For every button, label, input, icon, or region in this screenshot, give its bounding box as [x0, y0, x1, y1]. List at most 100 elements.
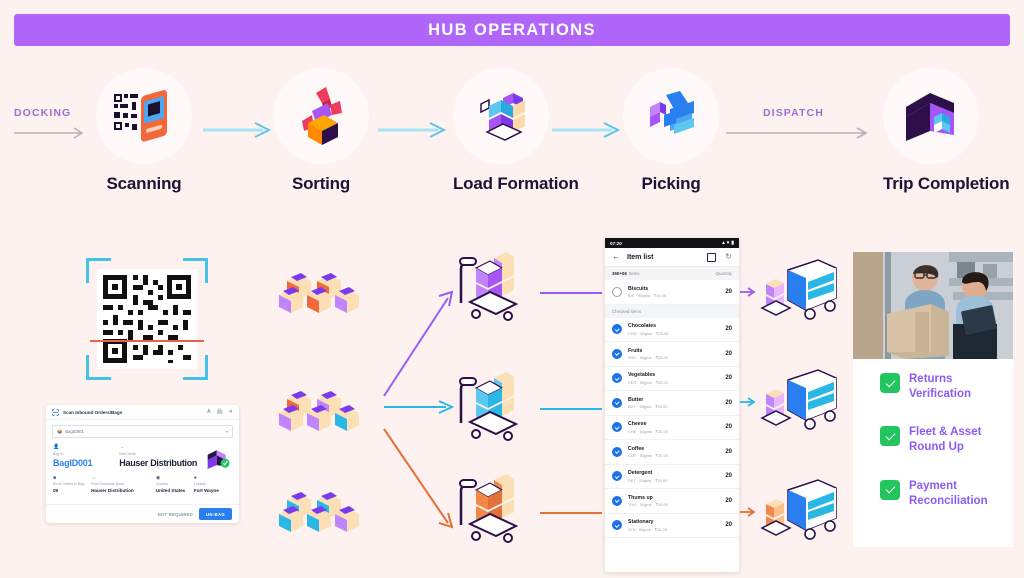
item-checkbox[interactable] — [612, 471, 622, 482]
list-item[interactable]: Thums up THU · 50gms · ₹20.00 20 — [605, 489, 739, 514]
country-field: ◉ Country United States — [155, 475, 194, 493]
select-all-checkbox-icon[interactable] — [707, 252, 717, 262]
list-item[interactable]: Stationary STA · 50gms · ₹20.00 20 — [605, 514, 739, 538]
back-arrow-icon[interactable]: ← — [612, 252, 620, 261]
item-quantity: 20 — [725, 350, 732, 357]
item-name: Vegetables — [628, 372, 656, 378]
connector-cyan — [540, 408, 602, 410]
step-scanning[interactable]: Scanning — [96, 68, 192, 194]
list-item[interactable]: Detergent DET · 50gms · ₹20.00 20 — [605, 465, 739, 489]
step-scanning-label: Scanning — [106, 174, 182, 193]
item-checkbox[interactable] — [612, 373, 622, 384]
truck-arrow-purple-icon — [740, 287, 756, 297]
list-item[interactable]: Fruits FRU · 50gms · ₹20.00 20 — [605, 342, 739, 367]
item-name: Thums up — [628, 494, 653, 501]
list-item[interactable]: Chocolates CHO · 50gms · ₹20.00 20 — [605, 318, 739, 342]
scan-card-header-actions[interactable]: A 🖨 ✕ — [207, 409, 233, 415]
country-value: United States — [155, 488, 186, 493]
item-checkbox[interactable] — [612, 324, 622, 335]
item-quantity: 20 — [725, 448, 732, 455]
item-checkbox[interactable] — [612, 446, 622, 457]
connector-purple — [540, 292, 602, 294]
box-cluster-top — [279, 273, 359, 313]
item-checkbox[interactable] — [612, 495, 622, 506]
close-icon[interactable]: ✕ — [228, 409, 233, 415]
orders-in-bag-field: ■ No of Orders in Bag 09 — [53, 475, 91, 493]
qr-bracket-bottom-right — [183, 355, 208, 380]
checked-items-list: Chocolates CHO · 50gms · ₹20.00 20 Fruits FR… — [605, 318, 739, 538]
bag-id-search-input[interactable]: 📦 BagID001 ▾ — [52, 425, 233, 438]
scan-card-body: 👤 Bag ID BagID001 → Next Node Hauser Dis… — [46, 438, 239, 494]
item-checkbox[interactable] — [612, 397, 622, 408]
clear-icon[interactable]: ▾ — [225, 429, 228, 434]
step-picking[interactable]: Picking — [623, 68, 719, 194]
step-load-formation-label: Load Formation — [453, 174, 579, 193]
verification-item: Payment Reconciliation — [853, 479, 1013, 532]
item-info: Stationary STA · 50gms · ₹20.00 — [628, 519, 719, 532]
scan-inbound-card[interactable]: Scan Inbound Orders/Bags A 🖨 ✕ 📦 BagID00… — [46, 405, 239, 523]
wifi-icon: ▾ — [726, 240, 730, 246]
item-checkbox[interactable] — [612, 520, 622, 531]
item-info: Thums up THU · 50gms · ₹20.00 — [628, 495, 719, 508]
status-indicators: ▴ ▾ ▮ — [722, 240, 734, 246]
qr-bracket-bottom-left — [86, 355, 111, 380]
bag-id-search-value: BagID001 — [65, 429, 84, 434]
item-checkbox[interactable] — [612, 348, 622, 359]
refresh-icon[interactable]: ↻ — [725, 252, 732, 261]
step-trip-completion[interactable]: Trip Completion — [883, 68, 1010, 194]
truck-loading-bottom — [760, 479, 837, 540]
checked-items-section-header: Checked items — [605, 304, 739, 318]
item-name: Detergent — [628, 470, 653, 476]
node-icon: → — [91, 474, 97, 481]
scan-card-header: Scan Inbound Orders/Bags A 🖨 ✕ — [46, 405, 239, 420]
item-name: Coffee — [628, 445, 645, 452]
item-quantity: 20 — [725, 288, 732, 295]
verification-item: Fleet & Asset Round Up — [853, 425, 1013, 478]
step-sorting[interactable]: Sorting — [273, 68, 369, 194]
item-checkbox[interactable] — [612, 286, 622, 297]
qr-scan-frame — [86, 258, 208, 380]
list-item[interactable]: Biscuits BIS · 50gms · ₹10.00 20 — [605, 280, 739, 305]
item-info: Vegetables VEG · 50gms · ₹20.00 — [628, 372, 719, 385]
trolley-purple — [459, 252, 519, 321]
item-meta: STA · 50gms · ₹20.00 — [628, 527, 667, 532]
warehouse-workers-photo — [853, 252, 1013, 359]
scan-card-title: Scan Inbound Orders/Bags — [63, 409, 123, 415]
item-name: Cheese — [628, 421, 647, 427]
printer-icon[interactable]: 🖨 — [216, 409, 223, 415]
item-meta: BUT · 50gms · ₹20.00 — [628, 405, 668, 409]
locality-caption: Locality — [193, 482, 206, 486]
font-size-icon[interactable]: A — [207, 409, 211, 415]
app-bar-actions[interactable]: ↻ — [707, 252, 732, 262]
bag-id-icon: 👤 — [53, 444, 60, 450]
list-item[interactable]: Butter BUT · 50gms · ₹20.00 20 — [605, 391, 739, 416]
items-label: Items — [628, 271, 640, 276]
truck-loading-top — [760, 259, 837, 320]
list-item[interactable]: Coffee COF · 50gms · ₹20.00 20 — [605, 440, 739, 465]
box-cluster-middle — [279, 391, 359, 431]
qr-bracket-top-right — [183, 258, 208, 283]
truck-arrow-cyan-icon — [740, 397, 756, 407]
step-load-formation-bubble — [453, 68, 549, 164]
item-checkbox[interactable] — [612, 422, 622, 433]
item-quantity: 20 — [725, 473, 732, 480]
list-item[interactable]: Vegetables VEG · 50gms · ₹20.00 20 — [605, 367, 739, 391]
item-list-phone[interactable]: 07:20 ▴ ▾ ▮ ← Item list ↻ 360+06 Items Q… — [605, 238, 739, 572]
item-info: Detergent DET · 50gms · ₹20.00 — [628, 470, 719, 483]
unbag-button[interactable]: UN-BAG — [199, 508, 232, 520]
item-info: Butter BUT · 50gms · ₹20.00 — [628, 397, 719, 410]
qr-code-icon — [97, 269, 197, 369]
item-info: Chocolates CHO · 50gms · ₹20.00 — [628, 323, 719, 336]
docking-arrow-icon — [14, 127, 84, 139]
branch-arrow-up-icon — [383, 290, 454, 397]
bag-icon: 📦 — [57, 428, 63, 434]
scan-card-detail-row: ■ No of Orders in Bag 09 → Final Custome… — [53, 474, 232, 493]
scan-card-primary-row: 👤 Bag ID BagID001 → Next Node Hauser Dis… — [53, 445, 232, 468]
item-meta: FRU · 50gms · ₹20.00 — [628, 356, 668, 360]
list-item[interactable]: Cheese CHE · 50gms · ₹20.00 20 — [605, 416, 739, 440]
verification-item-label: Payment Reconciliation — [909, 479, 988, 507]
not-required-label: NOT REQUIRED — [157, 511, 193, 517]
step-load-formation[interactable]: Load Formation — [453, 68, 579, 194]
final-customer-node-caption: Final Customer Node — [91, 482, 125, 486]
scan-icon — [52, 408, 59, 416]
